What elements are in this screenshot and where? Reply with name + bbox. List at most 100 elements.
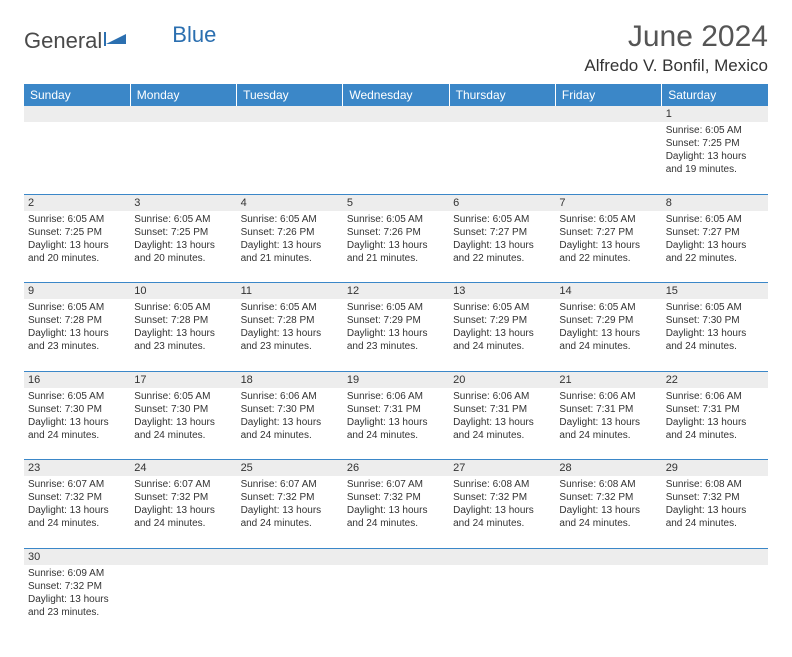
sunrise-text: Sunrise: 6:07 AM [134, 478, 232, 491]
sunset-text: Sunset: 7:30 PM [134, 403, 232, 416]
day-cell [449, 565, 555, 637]
day-cell: Sunrise: 6:05 AMSunset: 7:26 PMDaylight:… [343, 211, 449, 283]
daylight-text: Daylight: 13 hours [134, 416, 232, 429]
day-cell [130, 122, 236, 194]
daylight-text: Daylight: 13 hours [666, 150, 764, 163]
sunset-text: Sunset: 7:29 PM [559, 314, 657, 327]
sunrise-text: Sunrise: 6:05 AM [347, 213, 445, 226]
daylight-text: and 20 minutes. [28, 252, 126, 265]
sunrise-text: Sunrise: 6:05 AM [134, 390, 232, 403]
sunrise-text: Sunrise: 6:05 AM [453, 213, 551, 226]
sunrise-text: Sunrise: 6:05 AM [559, 213, 657, 226]
sunset-text: Sunset: 7:32 PM [134, 491, 232, 504]
day-number-row: 9101112131415 [24, 283, 768, 300]
day-number: 21 [555, 371, 661, 388]
daylight-text: and 23 minutes. [28, 606, 126, 619]
day-number: 15 [662, 283, 768, 300]
daylight-text: Daylight: 13 hours [559, 239, 657, 252]
day-cell [662, 565, 768, 637]
sunrise-text: Sunrise: 6:05 AM [134, 301, 232, 314]
day-number: 18 [237, 371, 343, 388]
sunset-text: Sunset: 7:31 PM [666, 403, 764, 416]
day-details: Sunrise: 6:08 AMSunset: 7:32 PMDaylight:… [449, 476, 555, 534]
day-cell: Sunrise: 6:06 AMSunset: 7:30 PMDaylight:… [237, 388, 343, 460]
daylight-text: and 24 minutes. [241, 517, 339, 530]
day-number [662, 548, 768, 565]
sunrise-text: Sunrise: 6:06 AM [559, 390, 657, 403]
day-cell: Sunrise: 6:07 AMSunset: 7:32 PMDaylight:… [343, 476, 449, 548]
sunrise-text: Sunrise: 6:08 AM [666, 478, 764, 491]
daylight-text: Daylight: 13 hours [28, 239, 126, 252]
day-number: 19 [343, 371, 449, 388]
day-number [130, 106, 236, 122]
day-header-row: Sunday Monday Tuesday Wednesday Thursday… [24, 84, 768, 106]
day-content-row: Sunrise: 6:05 AMSunset: 7:25 PMDaylight:… [24, 211, 768, 283]
day-number [237, 548, 343, 565]
sunrise-text: Sunrise: 6:05 AM [559, 301, 657, 314]
daylight-text: Daylight: 13 hours [241, 239, 339, 252]
daylight-text: Daylight: 13 hours [28, 504, 126, 517]
daylight-text: and 24 minutes. [559, 517, 657, 530]
sunset-text: Sunset: 7:29 PM [347, 314, 445, 327]
day-cell: Sunrise: 6:07 AMSunset: 7:32 PMDaylight:… [130, 476, 236, 548]
day-details: Sunrise: 6:05 AMSunset: 7:27 PMDaylight:… [555, 211, 661, 269]
day-header: Thursday [449, 84, 555, 106]
day-number: 12 [343, 283, 449, 300]
day-number [343, 548, 449, 565]
sunrise-text: Sunrise: 6:07 AM [28, 478, 126, 491]
daylight-text: Daylight: 13 hours [134, 504, 232, 517]
sunrise-text: Sunrise: 6:06 AM [241, 390, 339, 403]
sunrise-text: Sunrise: 6:05 AM [28, 390, 126, 403]
sunrise-text: Sunrise: 6:06 AM [666, 390, 764, 403]
daylight-text: Daylight: 13 hours [28, 327, 126, 340]
day-details: Sunrise: 6:05 AMSunset: 7:25 PMDaylight:… [24, 211, 130, 269]
day-number: 23 [24, 460, 130, 477]
day-details: Sunrise: 6:07 AMSunset: 7:32 PMDaylight:… [343, 476, 449, 534]
daylight-text: Daylight: 13 hours [347, 327, 445, 340]
day-number [237, 106, 343, 122]
daylight-text: Daylight: 13 hours [453, 416, 551, 429]
sunrise-text: Sunrise: 6:05 AM [666, 213, 764, 226]
sunset-text: Sunset: 7:25 PM [134, 226, 232, 239]
daylight-text: Daylight: 13 hours [666, 504, 764, 517]
daylight-text: Daylight: 13 hours [559, 504, 657, 517]
location: Alfredo V. Bonfil, Mexico [584, 56, 768, 76]
daylight-text: and 23 minutes. [241, 340, 339, 353]
sunset-text: Sunset: 7:29 PM [453, 314, 551, 327]
day-details: Sunrise: 6:05 AMSunset: 7:26 PMDaylight:… [343, 211, 449, 269]
daylight-text: and 24 minutes. [347, 517, 445, 530]
day-number [343, 106, 449, 122]
brand-part2: Blue [172, 22, 216, 48]
daylight-text: and 24 minutes. [28, 517, 126, 530]
sunrise-text: Sunrise: 6:06 AM [347, 390, 445, 403]
day-details: Sunrise: 6:05 AMSunset: 7:28 PMDaylight:… [24, 299, 130, 357]
day-details: Sunrise: 6:05 AMSunset: 7:25 PMDaylight:… [130, 211, 236, 269]
day-cell: Sunrise: 6:09 AMSunset: 7:32 PMDaylight:… [24, 565, 130, 637]
day-details: Sunrise: 6:08 AMSunset: 7:32 PMDaylight:… [555, 476, 661, 534]
day-number: 10 [130, 283, 236, 300]
calendar-page: General Blue June 2024 Alfredo V. Bonfil… [0, 0, 792, 657]
sunset-text: Sunset: 7:25 PM [666, 137, 764, 150]
day-number: 17 [130, 371, 236, 388]
day-header: Tuesday [237, 84, 343, 106]
day-number: 3 [130, 194, 236, 211]
day-cell: Sunrise: 6:05 AMSunset: 7:30 PMDaylight:… [24, 388, 130, 460]
day-content-row: Sunrise: 6:05 AMSunset: 7:30 PMDaylight:… [24, 388, 768, 460]
daylight-text: and 24 minutes. [241, 429, 339, 442]
day-details: Sunrise: 6:05 AMSunset: 7:26 PMDaylight:… [237, 211, 343, 269]
daylight-text: Daylight: 13 hours [241, 504, 339, 517]
day-details: Sunrise: 6:05 AMSunset: 7:25 PMDaylight:… [662, 122, 768, 180]
sunrise-text: Sunrise: 6:05 AM [134, 213, 232, 226]
day-number: 7 [555, 194, 661, 211]
calendar-table: Sunday Monday Tuesday Wednesday Thursday… [24, 84, 768, 637]
day-number [24, 106, 130, 122]
day-details: Sunrise: 6:05 AMSunset: 7:30 PMDaylight:… [130, 388, 236, 446]
day-number: 30 [24, 548, 130, 565]
day-number [130, 548, 236, 565]
day-cell [555, 122, 661, 194]
day-cell: Sunrise: 6:06 AMSunset: 7:31 PMDaylight:… [343, 388, 449, 460]
sunset-text: Sunset: 7:32 PM [28, 580, 126, 593]
day-cell: Sunrise: 6:05 AMSunset: 7:25 PMDaylight:… [24, 211, 130, 283]
daylight-text: and 24 minutes. [347, 429, 445, 442]
day-cell [343, 565, 449, 637]
